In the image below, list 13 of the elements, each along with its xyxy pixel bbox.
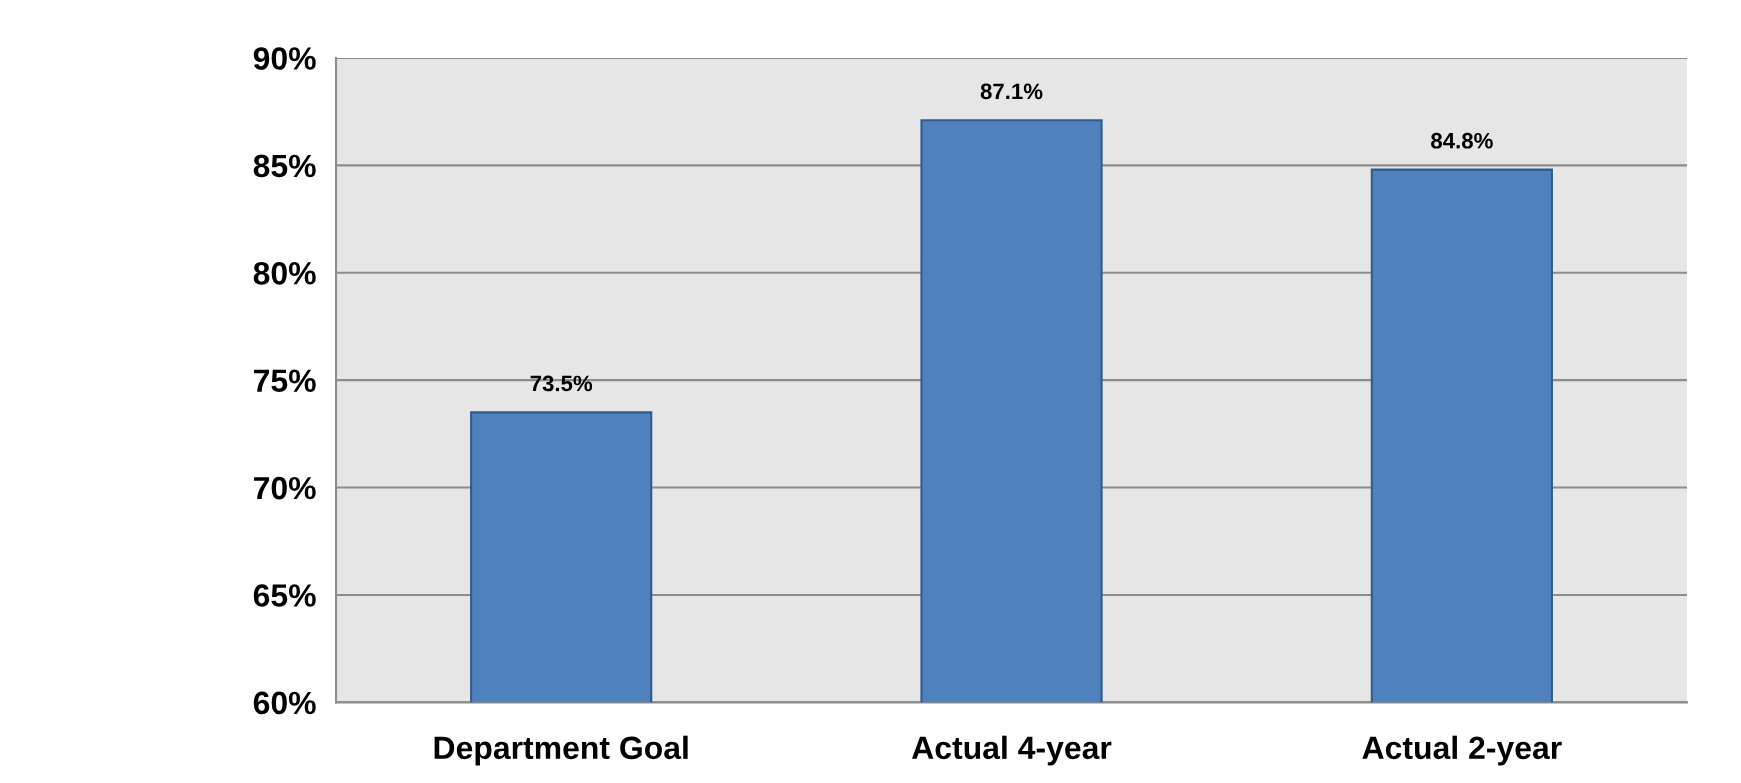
y-tick-label: 90% bbox=[253, 47, 316, 70]
x-tick-label: Department Goal bbox=[434, 735, 688, 766]
y-tick-label: 85% bbox=[253, 154, 316, 178]
x-tick-label: Actual 4-year bbox=[912, 735, 1112, 766]
data-label: 73.5% bbox=[530, 375, 593, 392]
y-tick-label: 60% bbox=[253, 691, 316, 715]
x-tick-label: Actual 2-year bbox=[1362, 735, 1562, 766]
y-tick-label: 65% bbox=[253, 584, 316, 607]
y-tick-label: 80% bbox=[253, 262, 316, 285]
y-tick-label: 75% bbox=[254, 369, 316, 393]
data-label: 84.8% bbox=[1431, 132, 1493, 149]
data-label: 87.1% bbox=[980, 83, 1043, 100]
y-tick-label: 70% bbox=[254, 476, 316, 500]
